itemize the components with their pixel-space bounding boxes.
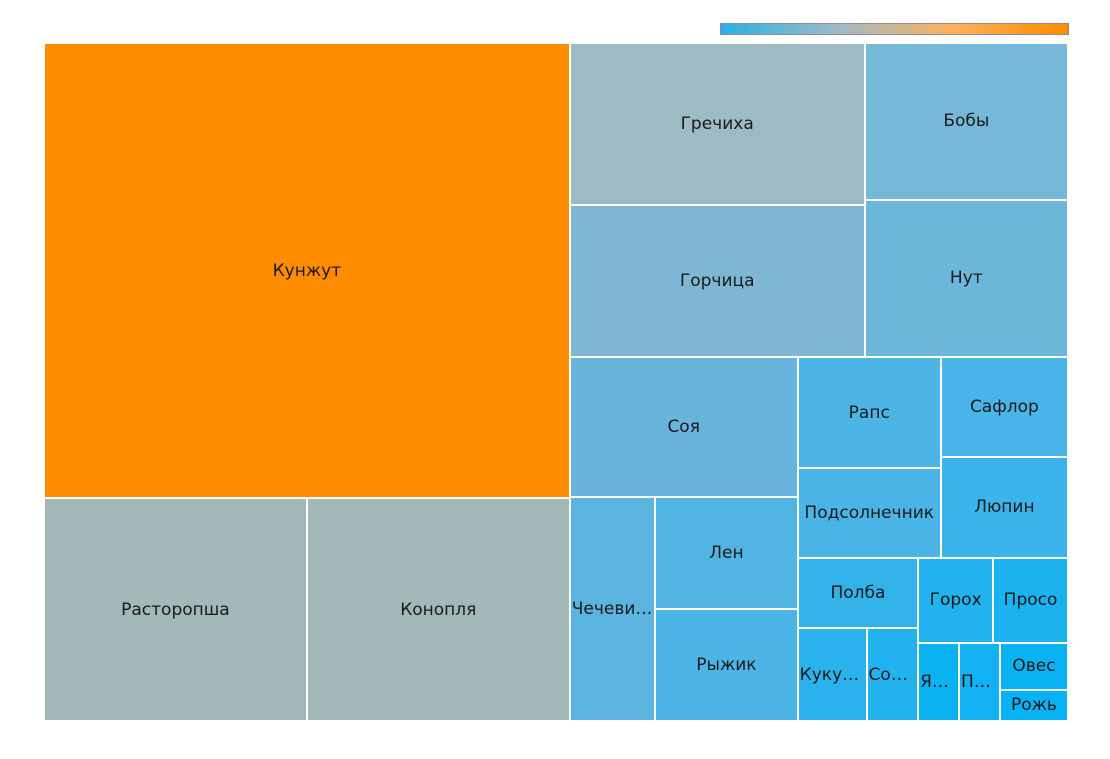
treemap-cell-label: Подсолнечник [804,503,935,524]
treemap-cell-label: Соя [667,416,700,437]
treemap-cell: Горох [918,557,994,643]
treemap-cell: Кунжут [44,43,570,499]
treemap-cell: Чечевица [569,496,656,721]
treemap-cell: Нут [864,199,1068,357]
treemap-cell-label: Просо [1003,590,1058,611]
treemap-cell-label: Рыжик [696,654,757,675]
treemap-cell-label: Ячмень [920,671,958,692]
treemap-cell: Сафлор [940,356,1068,458]
treemap-cell: Конопля [306,498,570,721]
treemap-cell-label: Люпин [974,497,1035,518]
treemap-cell: Горчица [569,205,865,357]
treemap-cell-label: Конопля [400,599,477,620]
treemap-cell-label: Рожь [1010,695,1057,716]
treemap-cell: Просо [993,557,1068,643]
treemap-cell: Рожь [999,689,1068,721]
treemap-cell: Гречиха [569,43,865,206]
treemap-cell: Кукуруза [797,628,867,721]
treemap-cell-label: Гречиха [680,114,754,135]
treemap-cell-label: Нут [949,268,983,289]
treemap-cell: Полба [797,557,919,629]
treemap: Кунжут Расторопша Конопля Гречиха Горчица Боб… [44,43,1068,721]
treemap-cell: Расторопша [44,498,307,721]
treemap-cell: Сорго [866,628,919,721]
treemap-cell: Люпин [940,457,1068,558]
treemap-cell-label: Кукуруза [799,664,866,685]
treemap-cell: Соя [569,356,798,497]
treemap-cell-label: Горчица [679,271,755,292]
treemap-cell: Овес [999,642,1068,690]
treemap-cell: Подсолнечник [797,468,941,558]
treemap-cell: Рапс [797,356,941,469]
treemap-cell: Ячмень [918,642,960,721]
treemap-cell-label: Кунжут [272,260,342,281]
treemap-cell: Пшеница [959,642,1000,721]
treemap-cell: Рыжик [655,608,798,721]
treemap-cell-label: Сафлор [969,397,1039,418]
treemap-cell-label: Расторопша [121,599,230,620]
treemap-cell-label: Чечевица [571,598,655,619]
treemap-cell-label: Лен [709,542,744,563]
treemap-cell: Бобы [864,43,1068,200]
treemap-cell-label: Овес [1012,656,1056,677]
treemap-cell-label: Бобы [943,111,990,132]
treemap-cell: Лен [655,496,798,609]
treemap-cell-label: Рапс [848,402,890,423]
treemap-cell-label: Полба [830,582,886,603]
treemap-cell-label: Горох [929,590,982,611]
colorbar [720,23,1069,35]
treemap-cell-label: Сорго [868,664,918,685]
treemap-cell-label: Пшеница [961,671,999,692]
